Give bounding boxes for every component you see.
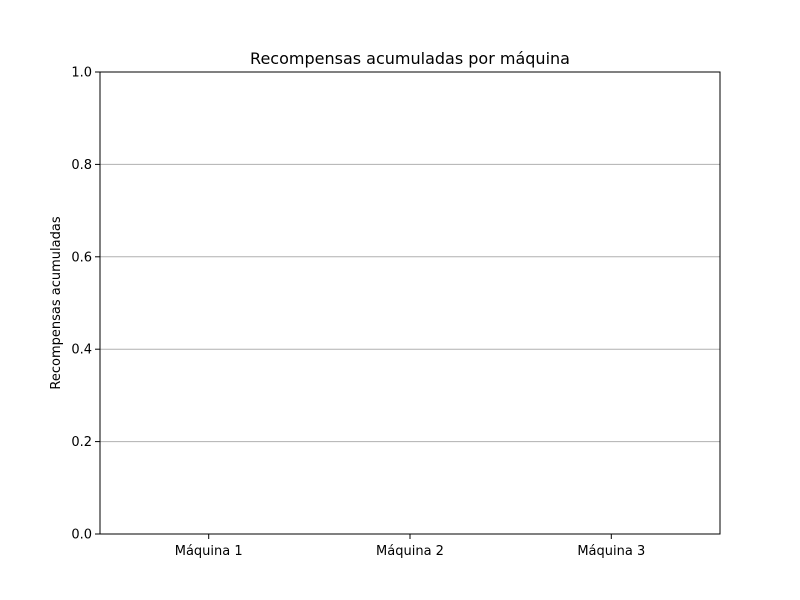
y-tick-label: 0.6 [71,250,92,265]
x-tick-label: Máquina 1 [175,544,243,559]
y-tick-label: 0.2 [71,435,92,450]
x-tick-label: Máquina 3 [577,544,645,559]
y-tick-label: 0.4 [71,343,92,358]
grid-lines [100,163,720,443]
chart-title: Recompensas acumuladas por máquina [250,49,570,68]
y-axis-label: Recompensas acumuladas [49,216,64,389]
x-tick-label: Máquina 2 [376,544,444,559]
y-tick-label: 0.0 [71,528,92,543]
y-tick-label: 1.0 [71,66,92,81]
y-tick-label: 0.8 [71,158,92,173]
x-axis-ticks: Máquina 1 Máquina 2 Máquina 3 [175,534,645,559]
y-axis-ticks: 0.0 0.2 0.4 0.6 0.8 1.0 [71,66,100,543]
plot-area-frame [99,71,721,535]
